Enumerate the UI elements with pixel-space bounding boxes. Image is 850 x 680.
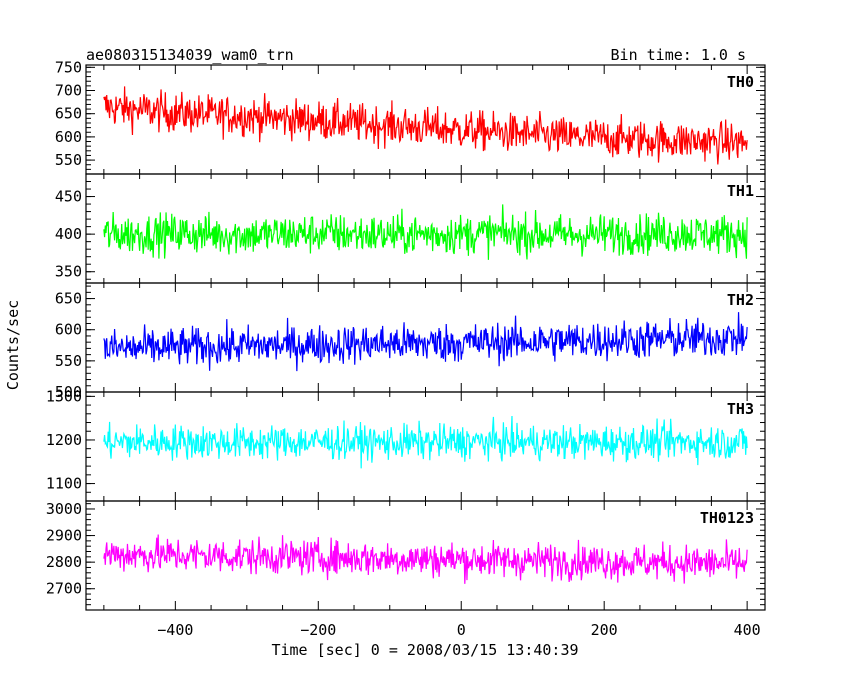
x-axis-label: Time [sec] 0 = 2008/03/15 13:40:39 [271, 641, 578, 659]
y-tick-label: 500 [55, 383, 82, 401]
chart-title: ae080315134039_wam0_trn [86, 46, 294, 64]
series-line-th0 [103, 86, 748, 165]
y-tick-label: 550 [55, 352, 82, 370]
y-tick-label: 400 [55, 225, 82, 243]
bin-time-label: Bin time: 1.0 s [611, 46, 746, 64]
x-tick-label: 0 [457, 621, 466, 639]
y-tick-label: 650 [55, 290, 82, 308]
y-tick-label: 700 [55, 82, 82, 100]
x-tick-label: −200 [300, 621, 336, 639]
panel-label-th0123: TH0123 [700, 509, 754, 527]
panel-label-th2: TH2 [727, 291, 754, 309]
series-line-th0123 [103, 534, 748, 584]
panel-label-th1: TH1 [727, 182, 754, 200]
series-line-th1 [103, 204, 748, 260]
x-tick-label: 400 [734, 621, 761, 639]
y-tick-label: 2800 [46, 553, 82, 571]
y-tick-label: 1100 [46, 475, 82, 493]
y-axis-label: Counts/sec [4, 300, 22, 390]
x-tick-label: −400 [157, 621, 193, 639]
y-tick-label: 550 [55, 151, 82, 169]
y-tick-label: 350 [55, 263, 82, 281]
y-tick-label: 2700 [46, 580, 82, 598]
y-tick-label: 2900 [46, 527, 82, 545]
y-tick-label: 1200 [46, 431, 82, 449]
panel-label-th3: TH3 [727, 400, 754, 418]
series-line-th3 [103, 416, 748, 469]
y-tick-label: 1300 [46, 387, 82, 405]
y-tick-label: 600 [55, 128, 82, 146]
y-tick-label: 750 [55, 58, 82, 76]
series-line-th2 [103, 312, 748, 372]
panels-group: 550 600 650 700 750 TH0 350 400 450 TH1 500 550 600 6… [46, 58, 766, 639]
y-tick-label: 600 [55, 321, 82, 339]
panel-label-th0: TH0 [727, 73, 754, 91]
y-tick-label: 650 [55, 105, 82, 123]
y-tick-label: 3000 [46, 500, 82, 518]
x-tick-label: 200 [591, 621, 618, 639]
y-tick-label: 450 [55, 188, 82, 206]
